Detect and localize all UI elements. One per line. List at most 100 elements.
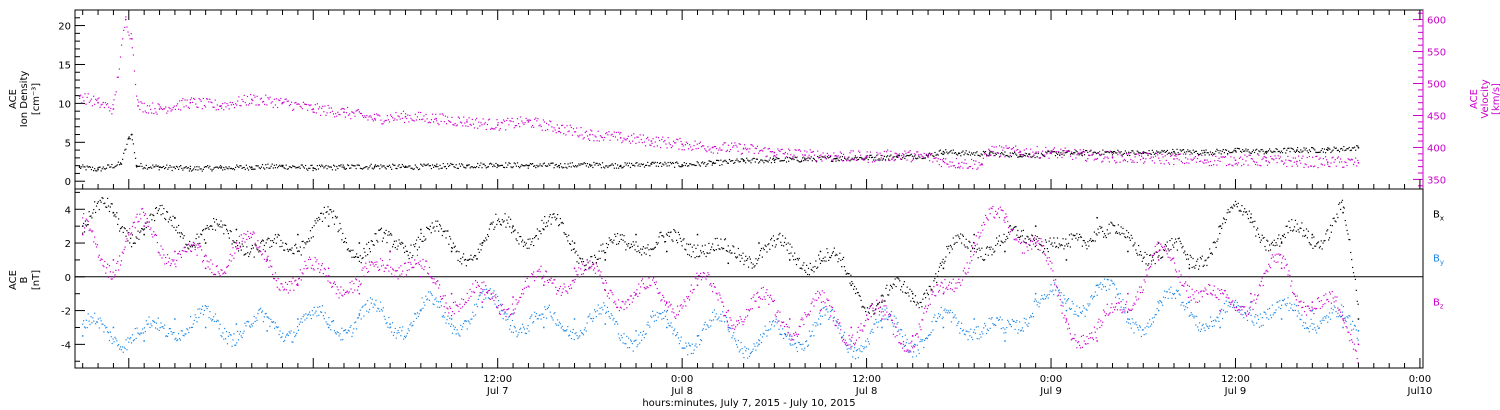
bottom-data-point <box>1269 244 1271 246</box>
bottom-data-point <box>626 335 628 338</box>
bottom-data-point <box>1226 212 1228 214</box>
top-data-point <box>776 154 778 156</box>
top-data-point <box>202 168 204 171</box>
bottom-data-point <box>792 344 794 346</box>
bottom-data-point <box>458 251 460 253</box>
top-data-point <box>681 149 683 151</box>
top-data-point <box>1354 146 1356 148</box>
bottom-data-point <box>157 317 159 319</box>
bottom-data-point <box>797 341 799 343</box>
top-data-point <box>83 100 85 102</box>
bottom-data-point <box>302 240 304 242</box>
top-data-point <box>742 160 745 162</box>
bottom-data-point <box>1345 224 1347 226</box>
bottom-data-point <box>682 239 684 241</box>
top-data-point <box>1327 163 1329 165</box>
top-data-point <box>604 167 606 169</box>
bottom-data-point <box>259 308 261 310</box>
bottom-data-point <box>179 236 182 238</box>
top-data-point <box>720 149 722 151</box>
bottom-data-point <box>743 356 745 359</box>
bottom-data-point <box>95 321 98 323</box>
top-data-point <box>672 140 675 142</box>
bottom-data-point <box>174 318 176 320</box>
top-data-point <box>1006 154 1008 157</box>
top-data-point <box>1114 160 1116 162</box>
top-data-point <box>479 164 481 167</box>
bottom-data-point <box>383 315 385 318</box>
bottom-data-point <box>153 214 155 217</box>
top-data-point <box>340 108 342 111</box>
bottom-data-point <box>948 245 950 247</box>
bottom-data-point <box>262 321 265 323</box>
top-data-point <box>703 145 705 147</box>
top-data-point <box>981 154 983 156</box>
top-data-point <box>490 162 492 164</box>
bottom-data-point <box>291 247 293 249</box>
bottom-data-point <box>131 334 134 336</box>
bottom-data-point <box>94 211 97 214</box>
top-data-point <box>1357 159 1359 162</box>
top-right-tick-label: 600 <box>1427 16 1446 27</box>
top-data-point <box>613 167 615 169</box>
top-data-point <box>465 125 467 127</box>
bottom-data-point <box>687 243 690 246</box>
top-data-point <box>512 166 514 168</box>
bottom-data-point <box>546 225 549 227</box>
bottom-data-point <box>1101 226 1103 228</box>
top-data-point <box>1069 155 1072 157</box>
top-data-point <box>1242 149 1244 151</box>
bottom-data-point <box>510 218 512 220</box>
bottom-data-point <box>260 311 263 313</box>
bottom-data-point <box>642 330 645 332</box>
bottom-data-point <box>1176 249 1178 251</box>
bottom-data-point <box>105 206 107 208</box>
top-data-point <box>941 153 944 155</box>
bottom-data-point <box>1340 201 1343 203</box>
bottom-data-point <box>123 227 125 229</box>
top-data-point <box>235 103 237 105</box>
top-data-point <box>725 160 727 163</box>
bottom-data-point <box>600 313 602 315</box>
bottom-data-point <box>125 235 127 237</box>
bottom-data-point <box>98 208 100 211</box>
top-data-point <box>137 99 139 101</box>
top-data-point <box>913 155 916 157</box>
top-data-point <box>888 159 890 161</box>
bottom-data-point <box>378 229 380 231</box>
top-data-point <box>1237 147 1239 150</box>
top-left-tick-label: 15 <box>58 60 71 71</box>
bottom-data-point <box>184 333 186 335</box>
bottom-data-point <box>717 244 719 246</box>
bottom-data-point <box>1218 226 1220 228</box>
top-data-point <box>1329 166 1331 168</box>
top-data-point <box>1168 152 1171 154</box>
top-data-point <box>882 158 884 160</box>
top-data-point <box>789 157 791 159</box>
top-data-point <box>267 163 269 165</box>
top-data-point <box>1045 151 1047 153</box>
top-data-point <box>803 159 805 162</box>
bottom-data-point <box>553 313 555 315</box>
top-data-point <box>1093 159 1095 161</box>
bottom-data-point <box>411 256 413 259</box>
bottom-data-point <box>721 320 723 322</box>
top-data-point <box>951 152 953 154</box>
top-data-point <box>1207 152 1209 154</box>
top-data-point <box>598 163 600 165</box>
top-data-point <box>1162 156 1164 158</box>
bottom-data-point <box>665 233 668 235</box>
bottom-data-point <box>827 252 829 254</box>
top-data-point <box>1015 153 1017 155</box>
top-data-point <box>930 154 932 156</box>
top-data-point <box>624 139 626 141</box>
top-data-point <box>496 124 499 126</box>
bottom-data-point <box>1354 278 1356 281</box>
bottom-data-point <box>1274 244 1276 247</box>
top-data-point <box>84 166 86 168</box>
bottom-data-point <box>844 270 846 272</box>
top-data-point <box>700 146 703 148</box>
top-data-point <box>727 162 730 164</box>
bottom-data-point <box>712 319 715 321</box>
